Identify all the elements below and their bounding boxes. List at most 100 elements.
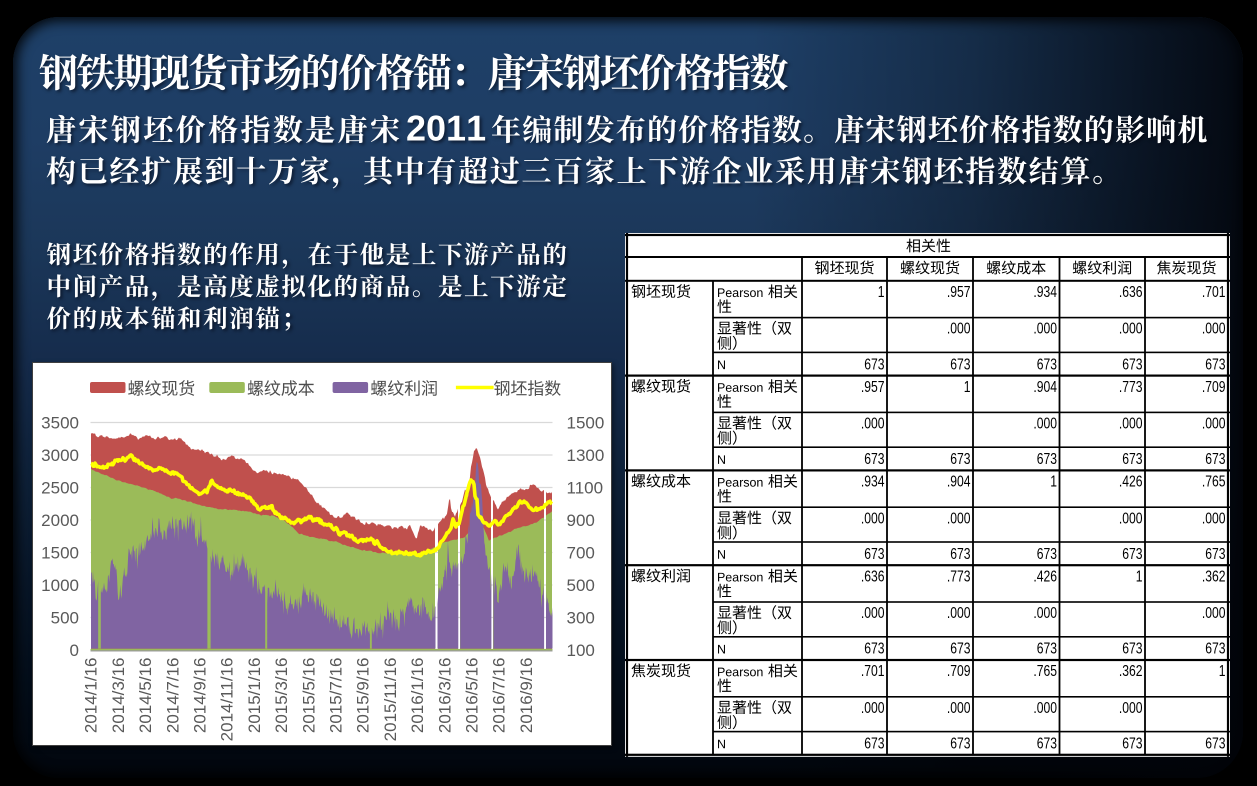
svg-text:673: 673: [864, 450, 884, 468]
svg-text:.000: .000: [1119, 319, 1143, 337]
svg-text:.636: .636: [861, 567, 885, 585]
svg-text:3500: 3500: [41, 414, 79, 433]
svg-text:.000: .000: [947, 509, 971, 527]
svg-text:.000: .000: [861, 414, 885, 432]
svg-text:.000: .000: [1033, 698, 1057, 716]
svg-text:.957: .957: [861, 377, 885, 395]
svg-text:100: 100: [567, 641, 595, 660]
svg-text:.701: .701: [1202, 283, 1226, 301]
svg-text:2014/5/16: 2014/5/16: [136, 658, 155, 734]
svg-text:300: 300: [567, 609, 595, 628]
svg-text:.701: .701: [861, 662, 885, 680]
svg-text:673: 673: [1122, 734, 1142, 752]
svg-text:.426: .426: [1119, 472, 1143, 490]
svg-text:673: 673: [950, 355, 970, 373]
svg-text:2016/7/16: 2016/7/16: [490, 658, 509, 734]
svg-text:.000: .000: [947, 319, 971, 337]
svg-text:.765: .765: [1202, 472, 1226, 490]
svg-text:.636: .636: [1119, 283, 1143, 301]
svg-text:2016/3/16: 2016/3/16: [435, 658, 454, 734]
svg-text:.000: .000: [1202, 319, 1226, 337]
svg-text:1: 1: [1136, 567, 1143, 585]
svg-text:.000: .000: [1119, 698, 1143, 716]
svg-text:2016/9/16: 2016/9/16: [517, 658, 536, 734]
svg-text:1: 1: [1050, 472, 1057, 490]
svg-text:.000: .000: [1202, 509, 1226, 527]
svg-text:673: 673: [950, 450, 970, 468]
svg-text:673: 673: [1205, 450, 1225, 468]
svg-text:.773: .773: [947, 567, 971, 585]
svg-text:673: 673: [1037, 355, 1057, 373]
svg-text:1: 1: [964, 377, 971, 395]
svg-text:673: 673: [1205, 544, 1225, 562]
svg-text:2014/1/16: 2014/1/16: [82, 658, 101, 734]
svg-text:.709: .709: [1202, 377, 1226, 395]
svg-text:.000: .000: [1033, 604, 1057, 622]
svg-text:.934: .934: [1033, 283, 1057, 301]
svg-text:2015/11/16: 2015/11/16: [381, 658, 400, 742]
svg-text:500: 500: [567, 576, 595, 595]
svg-text:2015/1/16: 2015/1/16: [245, 658, 264, 734]
svg-text:2016/5/16: 2016/5/16: [463, 658, 482, 734]
svg-text:.934: .934: [861, 472, 885, 490]
svg-text:700: 700: [567, 544, 595, 563]
svg-text:2500: 2500: [41, 479, 79, 498]
svg-text:2014/3/16: 2014/3/16: [109, 658, 128, 734]
svg-text:.000: .000: [1202, 414, 1226, 432]
svg-text:673: 673: [1122, 544, 1142, 562]
svg-text:2015/7/16: 2015/7/16: [327, 658, 346, 734]
svg-text:673: 673: [1037, 450, 1057, 468]
svg-text:.000: .000: [861, 698, 885, 716]
svg-text:.000: .000: [947, 604, 971, 622]
svg-text:.000: .000: [1119, 414, 1143, 432]
svg-text:1: 1: [1219, 662, 1226, 680]
svg-text:673: 673: [1037, 734, 1057, 752]
svg-text:2000: 2000: [41, 511, 79, 530]
svg-text:2014/9/16: 2014/9/16: [191, 658, 210, 734]
svg-text:1500: 1500: [567, 414, 605, 433]
svg-text:2015/9/16: 2015/9/16: [354, 658, 373, 734]
svg-text:673: 673: [1037, 639, 1057, 657]
svg-text:1100: 1100: [567, 479, 604, 498]
svg-text:673: 673: [1122, 639, 1142, 657]
svg-text:673: 673: [864, 544, 884, 562]
svg-text:0: 0: [70, 641, 79, 660]
svg-text:673: 673: [950, 734, 970, 752]
svg-text:500: 500: [51, 609, 79, 628]
svg-text:673: 673: [950, 639, 970, 657]
svg-text:2015/5/16: 2015/5/16: [299, 658, 318, 734]
svg-text:673: 673: [864, 639, 884, 657]
svg-text:2016/1/16: 2016/1/16: [408, 658, 427, 734]
svg-text:.709: .709: [947, 662, 971, 680]
svg-text:673: 673: [1037, 544, 1057, 562]
svg-text:.904: .904: [947, 472, 971, 490]
svg-text:673: 673: [864, 734, 884, 752]
svg-text:.362: .362: [1202, 567, 1226, 585]
svg-text:2014/7/16: 2014/7/16: [163, 658, 182, 734]
svg-text:1500: 1500: [41, 544, 79, 563]
svg-text:3000: 3000: [41, 446, 79, 465]
svg-text:.000: .000: [1202, 604, 1226, 622]
svg-text:673: 673: [1205, 355, 1225, 373]
svg-text:.000: .000: [1033, 414, 1057, 432]
svg-text:2015/3/16: 2015/3/16: [272, 658, 291, 734]
svg-text:1000: 1000: [41, 576, 79, 595]
svg-text:673: 673: [950, 544, 970, 562]
svg-text:.426: .426: [1033, 567, 1057, 585]
svg-text:900: 900: [567, 511, 595, 530]
svg-text:.773: .773: [1119, 377, 1143, 395]
svg-text:.000: .000: [861, 604, 885, 622]
svg-text:1300: 1300: [567, 446, 605, 465]
svg-text:673: 673: [864, 355, 884, 373]
svg-text:.957: .957: [947, 283, 971, 301]
svg-text:673: 673: [1122, 450, 1142, 468]
svg-text:.904: .904: [1033, 377, 1057, 395]
svg-text:.000: .000: [1033, 319, 1057, 337]
svg-text:673: 673: [1122, 355, 1142, 373]
svg-text:.362: .362: [1119, 662, 1143, 680]
svg-text:1: 1: [878, 283, 885, 301]
svg-text:.000: .000: [861, 509, 885, 527]
svg-text:673: 673: [1205, 734, 1225, 752]
svg-text:2014/11/16: 2014/11/16: [218, 658, 237, 742]
svg-text:.765: .765: [1033, 662, 1057, 680]
